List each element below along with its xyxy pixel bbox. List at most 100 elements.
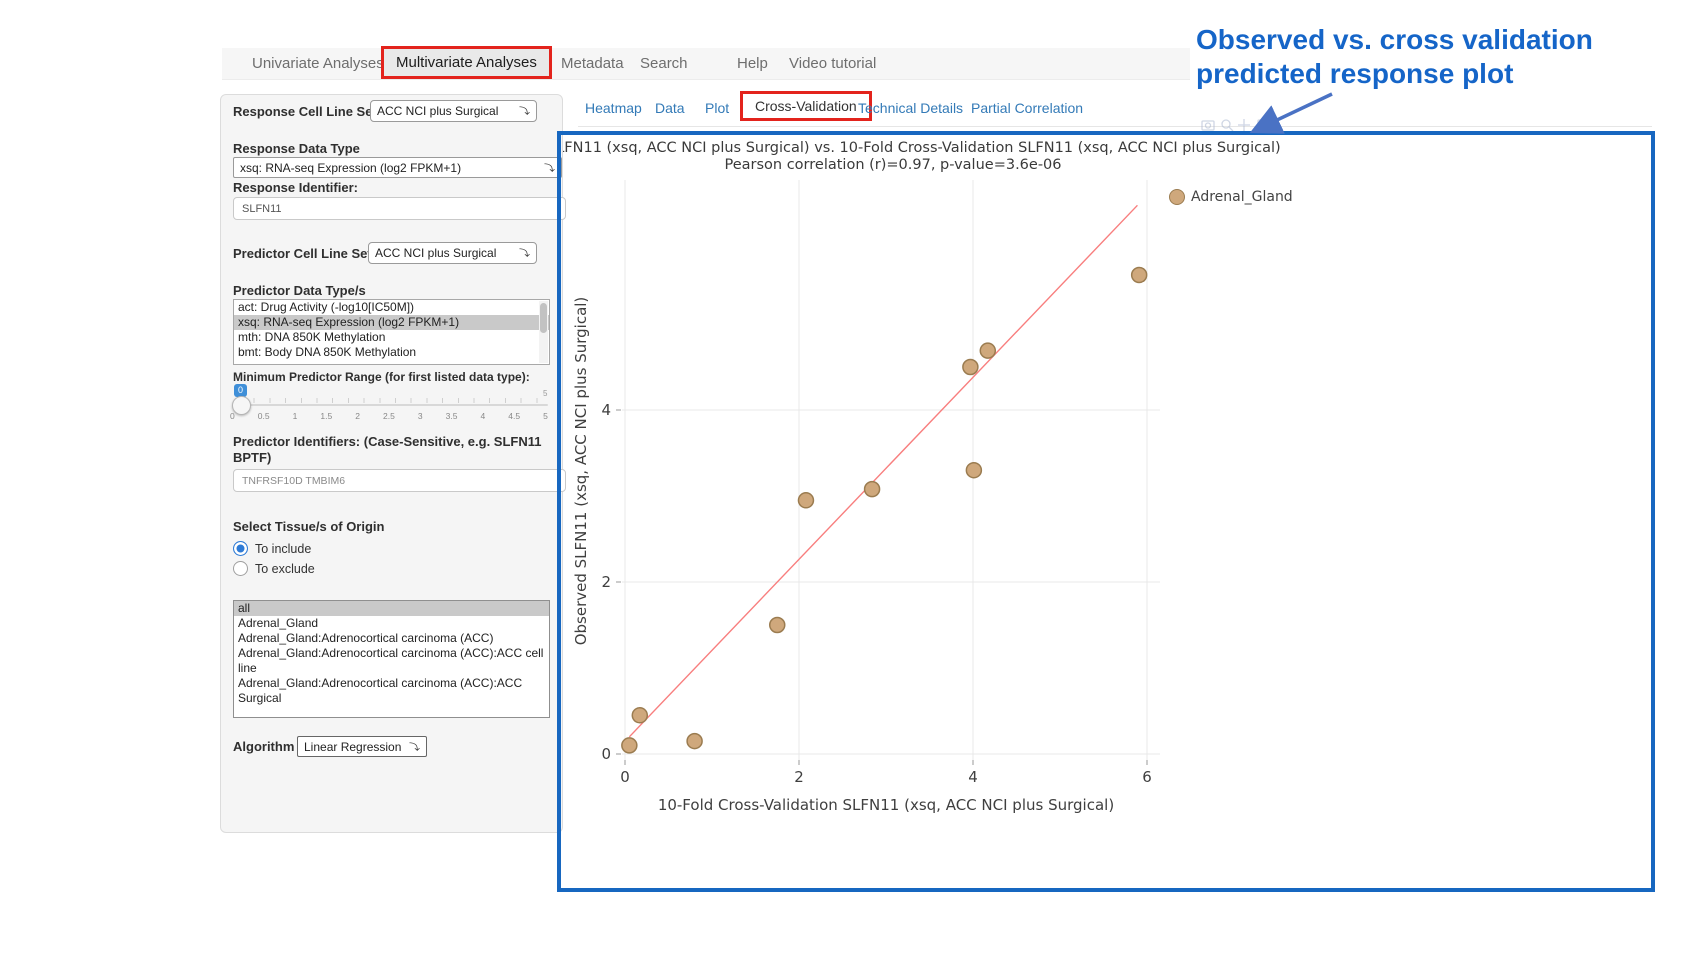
- radio-icon[interactable]: [233, 561, 248, 577]
- slider-tick-label: 5: [543, 411, 548, 421]
- predictor-identifiers-label: Predictor Identifiers: (Case-Sensitive, …: [233, 434, 542, 465]
- slider-max-label: 5: [543, 389, 548, 398]
- radio-icon[interactable]: [233, 541, 248, 557]
- tab-plot[interactable]: Plot: [705, 100, 730, 116]
- scatter-plot[interactable]: 0 2 4 6 0 2 4: [560, 135, 1645, 880]
- annotation-arrow: [1249, 92, 1333, 134]
- x-tick-label: 4: [968, 768, 978, 786]
- camera-lens-icon: [1204, 122, 1212, 129]
- response-cell-line-set-label: Response Cell Line Set: [233, 104, 377, 119]
- list-option[interactable]: Adrenal_Gland:Adrenocortical carcinoma (…: [238, 631, 494, 645]
- slider-tick-label: 4.5: [508, 411, 521, 421]
- predictor-cell-line-set-label: Predictor Cell Line Set: [233, 246, 372, 261]
- list-option[interactable]: Adrenal_Gland:Adrenocortical carcinoma (…: [238, 676, 523, 705]
- y-tick-label: 0: [601, 745, 611, 763]
- slider-tick-label: 0: [230, 411, 235, 421]
- chevron-down-icon: ⤵: [409, 742, 420, 753]
- tab-heatmap[interactable]: Heatmap: [585, 100, 642, 116]
- list-option[interactable]: all: [234, 601, 549, 616]
- response-data-type-label: Response Data Type: [233, 141, 360, 156]
- y-tick-label: 2: [601, 573, 611, 591]
- data-point[interactable]: [863, 480, 881, 498]
- x-tick-label: 6: [1142, 768, 1152, 786]
- response-identifier-value: SLFN11: [242, 202, 282, 215]
- tab-partial-correlation[interactable]: Partial Correlation: [971, 100, 1084, 116]
- chevron-down-icon: ⤵: [519, 249, 530, 259]
- radio-to-include[interactable]: To include: [233, 540, 311, 558]
- slider-value-bubble[interactable]: 0: [234, 384, 248, 397]
- list-option[interactable]: bmt: Body DNA 850K Methylation: [238, 345, 417, 359]
- slider-tick-marks: [238, 398, 544, 403]
- data-point[interactable]: [962, 358, 979, 376]
- data-point[interactable]: [621, 737, 638, 754]
- y-tick-label: 4: [601, 401, 611, 419]
- tissue-listbox: all Adrenal_Gland Adrenal_Gland:Adrenoco…: [233, 600, 550, 718]
- highlight-box-blue: [557, 131, 1655, 892]
- min-predictor-range-label: Minimum Predictor Range (for first liste…: [233, 370, 530, 384]
- nav-item-univariate-analyses[interactable]: Univariate Analyses: [252, 55, 384, 72]
- list-option[interactable]: xsq: RNA-seq Expression (log2 FPKM+1): [234, 315, 549, 330]
- scrollbar[interactable]: [539, 301, 548, 363]
- legend-label[interactable]: Adrenal_Gland: [1191, 189, 1293, 205]
- tissue-origin-label: Select Tissue/s of Origin: [233, 519, 385, 534]
- nav-item-video-tutorial[interactable]: Video tutorial: [789, 55, 877, 72]
- list-option[interactable]: mth: DNA 850K Methylation: [238, 330, 386, 344]
- list-option[interactable]: Adrenal_Gland:Adrenocortical carcinoma (…: [238, 646, 544, 675]
- tab-data[interactable]: Data: [655, 100, 685, 116]
- response-cell-line-set-select[interactable]: ACC NCI plus Surgical ⤵: [370, 100, 537, 122]
- slider-tick-label: 2: [355, 411, 360, 421]
- slider-tick-label: 1: [292, 411, 298, 421]
- data-point[interactable]: [1130, 266, 1148, 284]
- predictor-cell-line-set-select[interactable]: ACC NCI plus Surgical ⤵: [368, 242, 537, 264]
- plot-title: SLFN11 (xsq, ACC NCI plus Surgical) vs. …: [563, 140, 1281, 156]
- list-option[interactable]: Adrenal_Gland: [238, 616, 319, 630]
- regression-line: [628, 204, 1138, 738]
- tab-cross-validation[interactable]: Cross-Validation: [740, 91, 872, 121]
- legend-marker[interactable]: [1169, 189, 1185, 205]
- x-tick-label: 0: [620, 768, 630, 786]
- radio-label: To exclude: [255, 561, 315, 576]
- predictor-identifiers-input[interactable]: TNFRSF10D TMBIM6: [233, 469, 566, 492]
- x-axis-title: 10-Fold Cross-Validation SLFN11 (xsq, AC…: [657, 796, 1115, 814]
- algorithm-value: Linear Regression: [304, 739, 402, 754]
- data-point[interactable]: [631, 707, 649, 724]
- list-option[interactable]: act: Drug Activity (-log10[IC50M]): [238, 300, 415, 314]
- data-point[interactable]: [769, 616, 786, 634]
- predictor-cell-line-set-value: ACC NCI plus Surgical: [375, 246, 497, 260]
- nav-item-search[interactable]: Search: [640, 55, 688, 72]
- slider-handle[interactable]: [232, 396, 251, 415]
- radio-label: To include: [255, 541, 312, 556]
- min-predictor-range-slider[interactable]: [233, 404, 548, 406]
- response-data-type-select[interactable]: xsq: RNA-seq Expression (log2 FPKM+1) ⤵: [233, 157, 562, 178]
- algorithm-select[interactable]: Linear Regression ⤵: [297, 736, 427, 757]
- chevron-down-icon: ⤵: [544, 163, 555, 174]
- plot-title-wrap: SLFN11 (xsq, ACC NCI plus Surgical) vs. …: [563, 139, 1643, 158]
- radio-to-exclude[interactable]: To exclude: [233, 560, 315, 578]
- nav-item-help[interactable]: Help: [737, 55, 768, 72]
- tab-technical-details[interactable]: Technical Details: [858, 100, 964, 116]
- data-point[interactable]: [797, 492, 815, 509]
- zoom-icon: [1221, 119, 1231, 129]
- x-tick-label: 2: [794, 768, 804, 786]
- nav-item-metadata[interactable]: Metadata: [561, 55, 624, 72]
- data-point[interactable]: [686, 732, 703, 750]
- data-point[interactable]: [979, 342, 997, 359]
- response-identifier-input[interactable]: SLFN11: [233, 197, 566, 220]
- response-identifier-label: Response Identifier:: [233, 180, 358, 195]
- nav-item-multivariate-analyses[interactable]: Multivariate Analyses: [381, 46, 552, 79]
- response-cell-line-set-value: ACC NCI plus Surgical: [377, 104, 499, 118]
- annotation-line2: predicted response plot: [1196, 58, 1514, 89]
- predictor-data-types-label: Predictor Data Type/s: [233, 283, 366, 298]
- chevron-down-icon: ⤵: [519, 107, 530, 117]
- predictor-data-types-listbox: act: Drug Activity (-log10[IC50M]) xsq: …: [233, 299, 550, 365]
- camera-icon: [1201, 120, 1215, 131]
- slider-tick-label: 3.5: [445, 411, 458, 421]
- slider-tick-label: 4: [480, 411, 486, 421]
- data-point[interactable]: [965, 461, 983, 479]
- plot-subtitle: Pearson correlation (r)=0.97, p-value=3.…: [724, 157, 1062, 173]
- slider-tick-label: 3: [417, 411, 423, 421]
- tabs-separator: [578, 126, 1652, 127]
- slider-tick-label: 1.5: [320, 411, 333, 421]
- y-axis-title: Observed SLFN11 (xsq, ACC NCI plus Surgi…: [572, 296, 590, 646]
- slider-tick-labels: 0 0.5 1 1.5 2 2.5 3 3.5 4 4.5 5: [230, 411, 548, 421]
